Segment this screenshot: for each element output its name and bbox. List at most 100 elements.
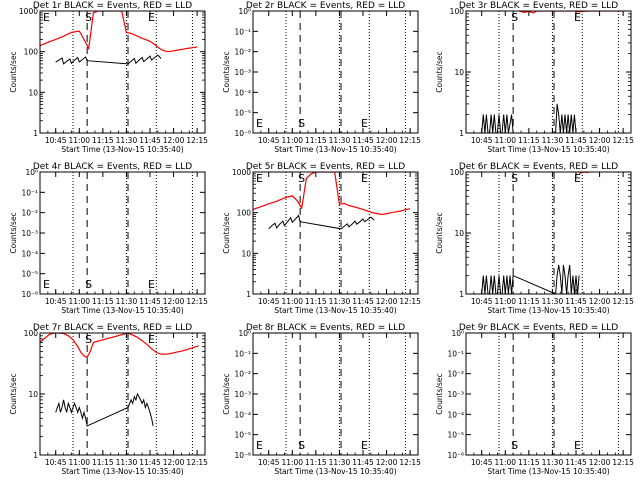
x-axis-label: Start Time (13-Nov-15 10:35:40) — [274, 306, 396, 315]
x-tick-label: 11:45 — [139, 136, 161, 145]
y-tick-label: 10⁻⁴ — [234, 410, 251, 419]
lld-series-line — [253, 172, 411, 216]
y-tick-label: 1 — [33, 451, 38, 460]
x-tick-label: 11:15 — [305, 136, 327, 145]
x-tick-label: 11:45 — [139, 458, 161, 467]
x-tick-label: 11:15 — [518, 136, 540, 145]
y-tick-label: 1 — [459, 290, 464, 299]
y-axis-label: Counts/sec — [435, 212, 444, 253]
marker-label: E — [574, 11, 581, 24]
panel-p4: Det 4r BLACK = Events, RED = LLD E S E 10⁰ 10… — [9, 162, 208, 315]
marker-label: E — [43, 278, 50, 291]
y-tick-label: 1 — [33, 129, 38, 138]
y-tick-label: 10⁻⁶ — [234, 451, 251, 460]
marker-label: S — [298, 117, 305, 130]
x-tick-label: 11:00 — [494, 136, 516, 145]
panel-title: Det 4r BLACK = Events, RED = LLD — [33, 162, 192, 172]
x-axis-label: Start Time (13-Nov-15 10:35:40) — [61, 145, 183, 154]
x-tick-label: 11:15 — [92, 458, 114, 467]
x-tick-label: 10:45 — [258, 297, 280, 306]
events-series-line — [55, 54, 162, 65]
marker-label: E — [148, 278, 155, 291]
events-series-line — [268, 214, 375, 230]
y-tick-label: 10⁻² — [21, 209, 38, 218]
x-axis-label: Start Time (13-Nov-15 10:35:40) — [487, 467, 609, 476]
x-tick-label: 11:15 — [305, 297, 327, 306]
x-tick-label: 11:30 — [542, 136, 564, 145]
y-axis-label: Counts/sec — [9, 212, 18, 253]
x-tick-label: 11:30 — [542, 458, 564, 467]
x-tick-label: 12:00 — [163, 458, 185, 467]
plot-frame — [252, 171, 419, 295]
panel-title: Det 3r BLACK = Events, RED = LLD — [459, 1, 618, 11]
x-tick-label: 12:15 — [399, 136, 421, 145]
y-tick-label: 100 — [24, 329, 39, 338]
y-axis-label: Counts/sec — [222, 212, 231, 253]
x-axis-label: Start Time (13-Nov-15 10:35:40) — [274, 145, 396, 154]
y-tick-label: 10 — [241, 249, 251, 258]
x-tick-label: 11:00 — [281, 458, 303, 467]
x-tick-label: 11:30 — [542, 297, 564, 306]
x-tick-label: 11:00 — [68, 297, 90, 306]
x-tick-label: 10:45 — [258, 136, 280, 145]
x-tick-label: 11:15 — [92, 136, 114, 145]
y-tick-label: 10⁻⁵ — [447, 431, 464, 440]
y-tick-label: 10⁻³ — [234, 390, 251, 399]
y-axis-label: Counts/sec — [222, 51, 231, 92]
y-tick-label: 10⁻⁶ — [21, 290, 38, 299]
x-tick-label: 12:00 — [376, 136, 398, 145]
y-tick-label: 100 — [24, 48, 39, 57]
x-tick-label: 11:15 — [518, 458, 540, 467]
panel-title: Det 6r BLACK = Events, RED = LLD — [459, 162, 618, 172]
x-tick-label: 12:00 — [589, 136, 611, 145]
y-tick-label: 10 — [454, 229, 464, 238]
marker-label: E — [256, 172, 263, 185]
y-tick-label: 10⁻³ — [447, 390, 464, 399]
x-tick-label: 11:00 — [281, 136, 303, 145]
x-tick-label: 10:45 — [471, 458, 493, 467]
marker-label: E — [256, 439, 263, 452]
x-tick-label: 11:15 — [305, 458, 327, 467]
marker-label: E — [148, 11, 155, 24]
x-tick-label: 12:00 — [376, 297, 398, 306]
marker-label: E — [574, 439, 581, 452]
y-axis-label: Counts/sec — [435, 51, 444, 92]
panel-title: Det 7r BLACK = Events, RED = LLD — [33, 323, 192, 333]
marker-label: S — [511, 172, 518, 185]
y-tick-label: 1 — [459, 129, 464, 138]
events-series-line — [481, 103, 577, 133]
x-tick-label: 12:15 — [399, 297, 421, 306]
y-tick-label: 10⁻¹ — [234, 27, 251, 36]
y-tick-label: 10⁻⁵ — [21, 270, 38, 279]
x-tick-label: 11:45 — [565, 136, 587, 145]
marker-label: S — [298, 172, 305, 185]
x-tick-label: 12:15 — [186, 297, 208, 306]
x-tick-label: 11:45 — [139, 297, 161, 306]
x-tick-label: 11:30 — [116, 136, 138, 145]
marker-label: S — [85, 278, 92, 291]
x-tick-label: 11:00 — [494, 297, 516, 306]
y-tick-label: 10⁻⁶ — [447, 451, 464, 460]
x-axis-label: Start Time (13-Nov-15 10:35:40) — [487, 145, 609, 154]
y-tick-label: 10⁻⁶ — [234, 129, 251, 138]
x-tick-label: 12:15 — [186, 136, 208, 145]
marker-label: S — [85, 333, 92, 346]
x-tick-label: 11:30 — [329, 458, 351, 467]
y-axis-label: Counts/sec — [222, 373, 231, 414]
events-series-line — [55, 392, 154, 427]
marker-label: E — [361, 172, 368, 185]
plot-frame — [252, 332, 419, 456]
y-tick-label: 10⁰ — [238, 329, 251, 338]
plot-frame — [252, 10, 419, 134]
x-tick-label: 10:45 — [471, 297, 493, 306]
x-tick-label: 11:45 — [352, 297, 374, 306]
x-tick-label: 12:15 — [612, 297, 634, 306]
y-tick-label: 10⁻⁵ — [234, 109, 251, 118]
panel-title: Det 9r BLACK = Events, RED = LLD — [459, 323, 618, 333]
marker-label: S — [298, 439, 305, 452]
x-axis-label: Start Time (13-Nov-15 10:35:40) — [274, 467, 396, 476]
